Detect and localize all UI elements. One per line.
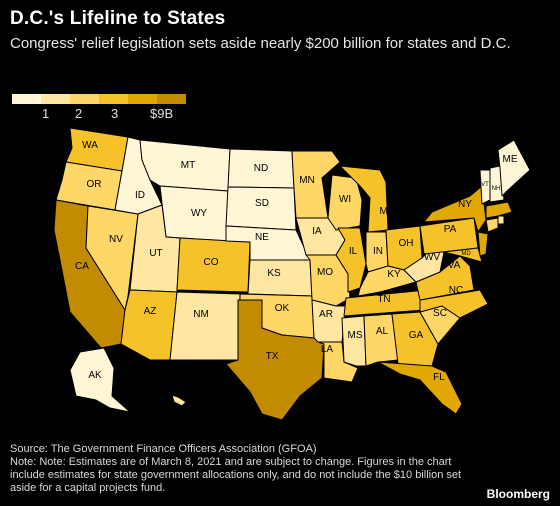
label-nd: ND — [254, 163, 268, 174]
state-nj[interactable] — [477, 231, 489, 257]
label-va: VA — [448, 260, 461, 271]
label-nc: NC — [449, 285, 463, 296]
label-mn: MN — [299, 175, 315, 186]
label-me: ME — [503, 154, 518, 165]
label-vt: VT — [481, 182, 489, 188]
legend-swatch-5 — [128, 94, 157, 104]
label-mo: MO — [317, 267, 333, 278]
state-ct[interactable] — [485, 217, 499, 233]
label-ne: NE — [255, 232, 269, 243]
state-ms[interactable] — [341, 315, 367, 367]
state-or[interactable] — [55, 161, 123, 211]
state-ar[interactable] — [311, 299, 347, 343]
state-ny[interactable] — [423, 185, 487, 233]
label-pa: PA — [444, 224, 457, 235]
label-or: OR — [87, 179, 102, 190]
legend-swatch-2 — [41, 94, 70, 104]
label-md: MD — [461, 251, 471, 257]
label-ms: MS — [348, 330, 363, 341]
label-al: AL — [376, 326, 389, 337]
label-ut: UT — [149, 248, 162, 259]
state-labels: WA OR CA NV ID MT WY UT CO AZ NM ND SD N… — [75, 140, 518, 383]
legend-swatch-1 — [12, 94, 41, 104]
bloomberg-logo: Bloomberg — [486, 487, 550, 501]
state-me[interactable] — [497, 139, 531, 197]
label-nm: NM — [193, 309, 209, 320]
page-subtitle: Congress' relief legislation sets aside … — [10, 35, 511, 52]
label-ia: IA — [312, 226, 322, 237]
label-oh: OH — [399, 238, 414, 249]
legend-tick-2: 2 — [75, 106, 83, 121]
page-title: D.C.'s Lifeline to States — [10, 8, 226, 29]
legend-tick-1: 1 — [42, 106, 50, 121]
state-mi[interactable] — [339, 165, 389, 233]
state-nm[interactable] — [169, 291, 241, 361]
label-tx: TX — [266, 351, 279, 362]
source-text: Source: The Government Finance Officers … — [10, 443, 317, 455]
state-fl[interactable] — [377, 361, 463, 415]
label-ga: GA — [409, 330, 424, 341]
label-wa: WA — [82, 140, 98, 151]
color-legend: 1 2 3 $9B — [12, 94, 186, 122]
legend-swatch-6 — [157, 94, 186, 104]
label-fl: FL — [433, 372, 445, 383]
label-wy: WY — [191, 208, 207, 219]
label-ca: CA — [75, 261, 89, 272]
state-ma[interactable] — [485, 201, 513, 219]
state-la[interactable] — [317, 341, 359, 383]
label-ky: KY — [387, 269, 401, 280]
legend-swatch-3 — [70, 94, 99, 104]
legend-tick-3: 3 — [111, 106, 119, 121]
label-nh: NH — [492, 186, 501, 192]
note-text: Note: Note: Estimates are of March 8, 20… — [10, 456, 462, 494]
state-ak[interactable] — [69, 347, 131, 413]
label-mi: MI — [379, 206, 390, 217]
state-nc[interactable] — [419, 289, 489, 319]
label-id: ID — [135, 190, 145, 201]
label-ar: AR — [319, 309, 333, 320]
state-tx[interactable] — [225, 299, 325, 421]
label-ks: KS — [267, 268, 281, 279]
state-ga[interactable] — [391, 311, 439, 367]
label-wv: WV — [424, 252, 440, 263]
label-wi: WI — [339, 194, 351, 205]
label-ok: OK — [275, 303, 290, 314]
state-md[interactable] — [443, 247, 483, 263]
state-ri[interactable] — [497, 215, 505, 225]
state-hi[interactable] — [171, 394, 187, 407]
state-mn[interactable] — [291, 150, 341, 219]
label-tn: TN — [377, 294, 390, 305]
state-il[interactable] — [335, 227, 367, 293]
legend-tick-4: $9B — [150, 106, 174, 121]
label-sc: SC — [433, 308, 447, 319]
label-ak: AK — [88, 370, 102, 381]
state-al[interactable] — [363, 313, 399, 367]
label-la: LA — [321, 344, 334, 355]
label-sd: SD — [255, 198, 269, 209]
label-in: IN — [373, 246, 383, 257]
label-ny: NY — [458, 199, 472, 210]
legend-swatch-4 — [99, 94, 128, 104]
state-az[interactable] — [120, 289, 178, 361]
footer-notes: Source: The Government Finance Officers … — [10, 443, 470, 495]
label-nv: NV — [109, 234, 123, 245]
label-il: IL — [349, 246, 358, 257]
label-mt: MT — [181, 160, 195, 171]
label-az: AZ — [144, 306, 157, 317]
label-co: CO — [204, 257, 219, 268]
